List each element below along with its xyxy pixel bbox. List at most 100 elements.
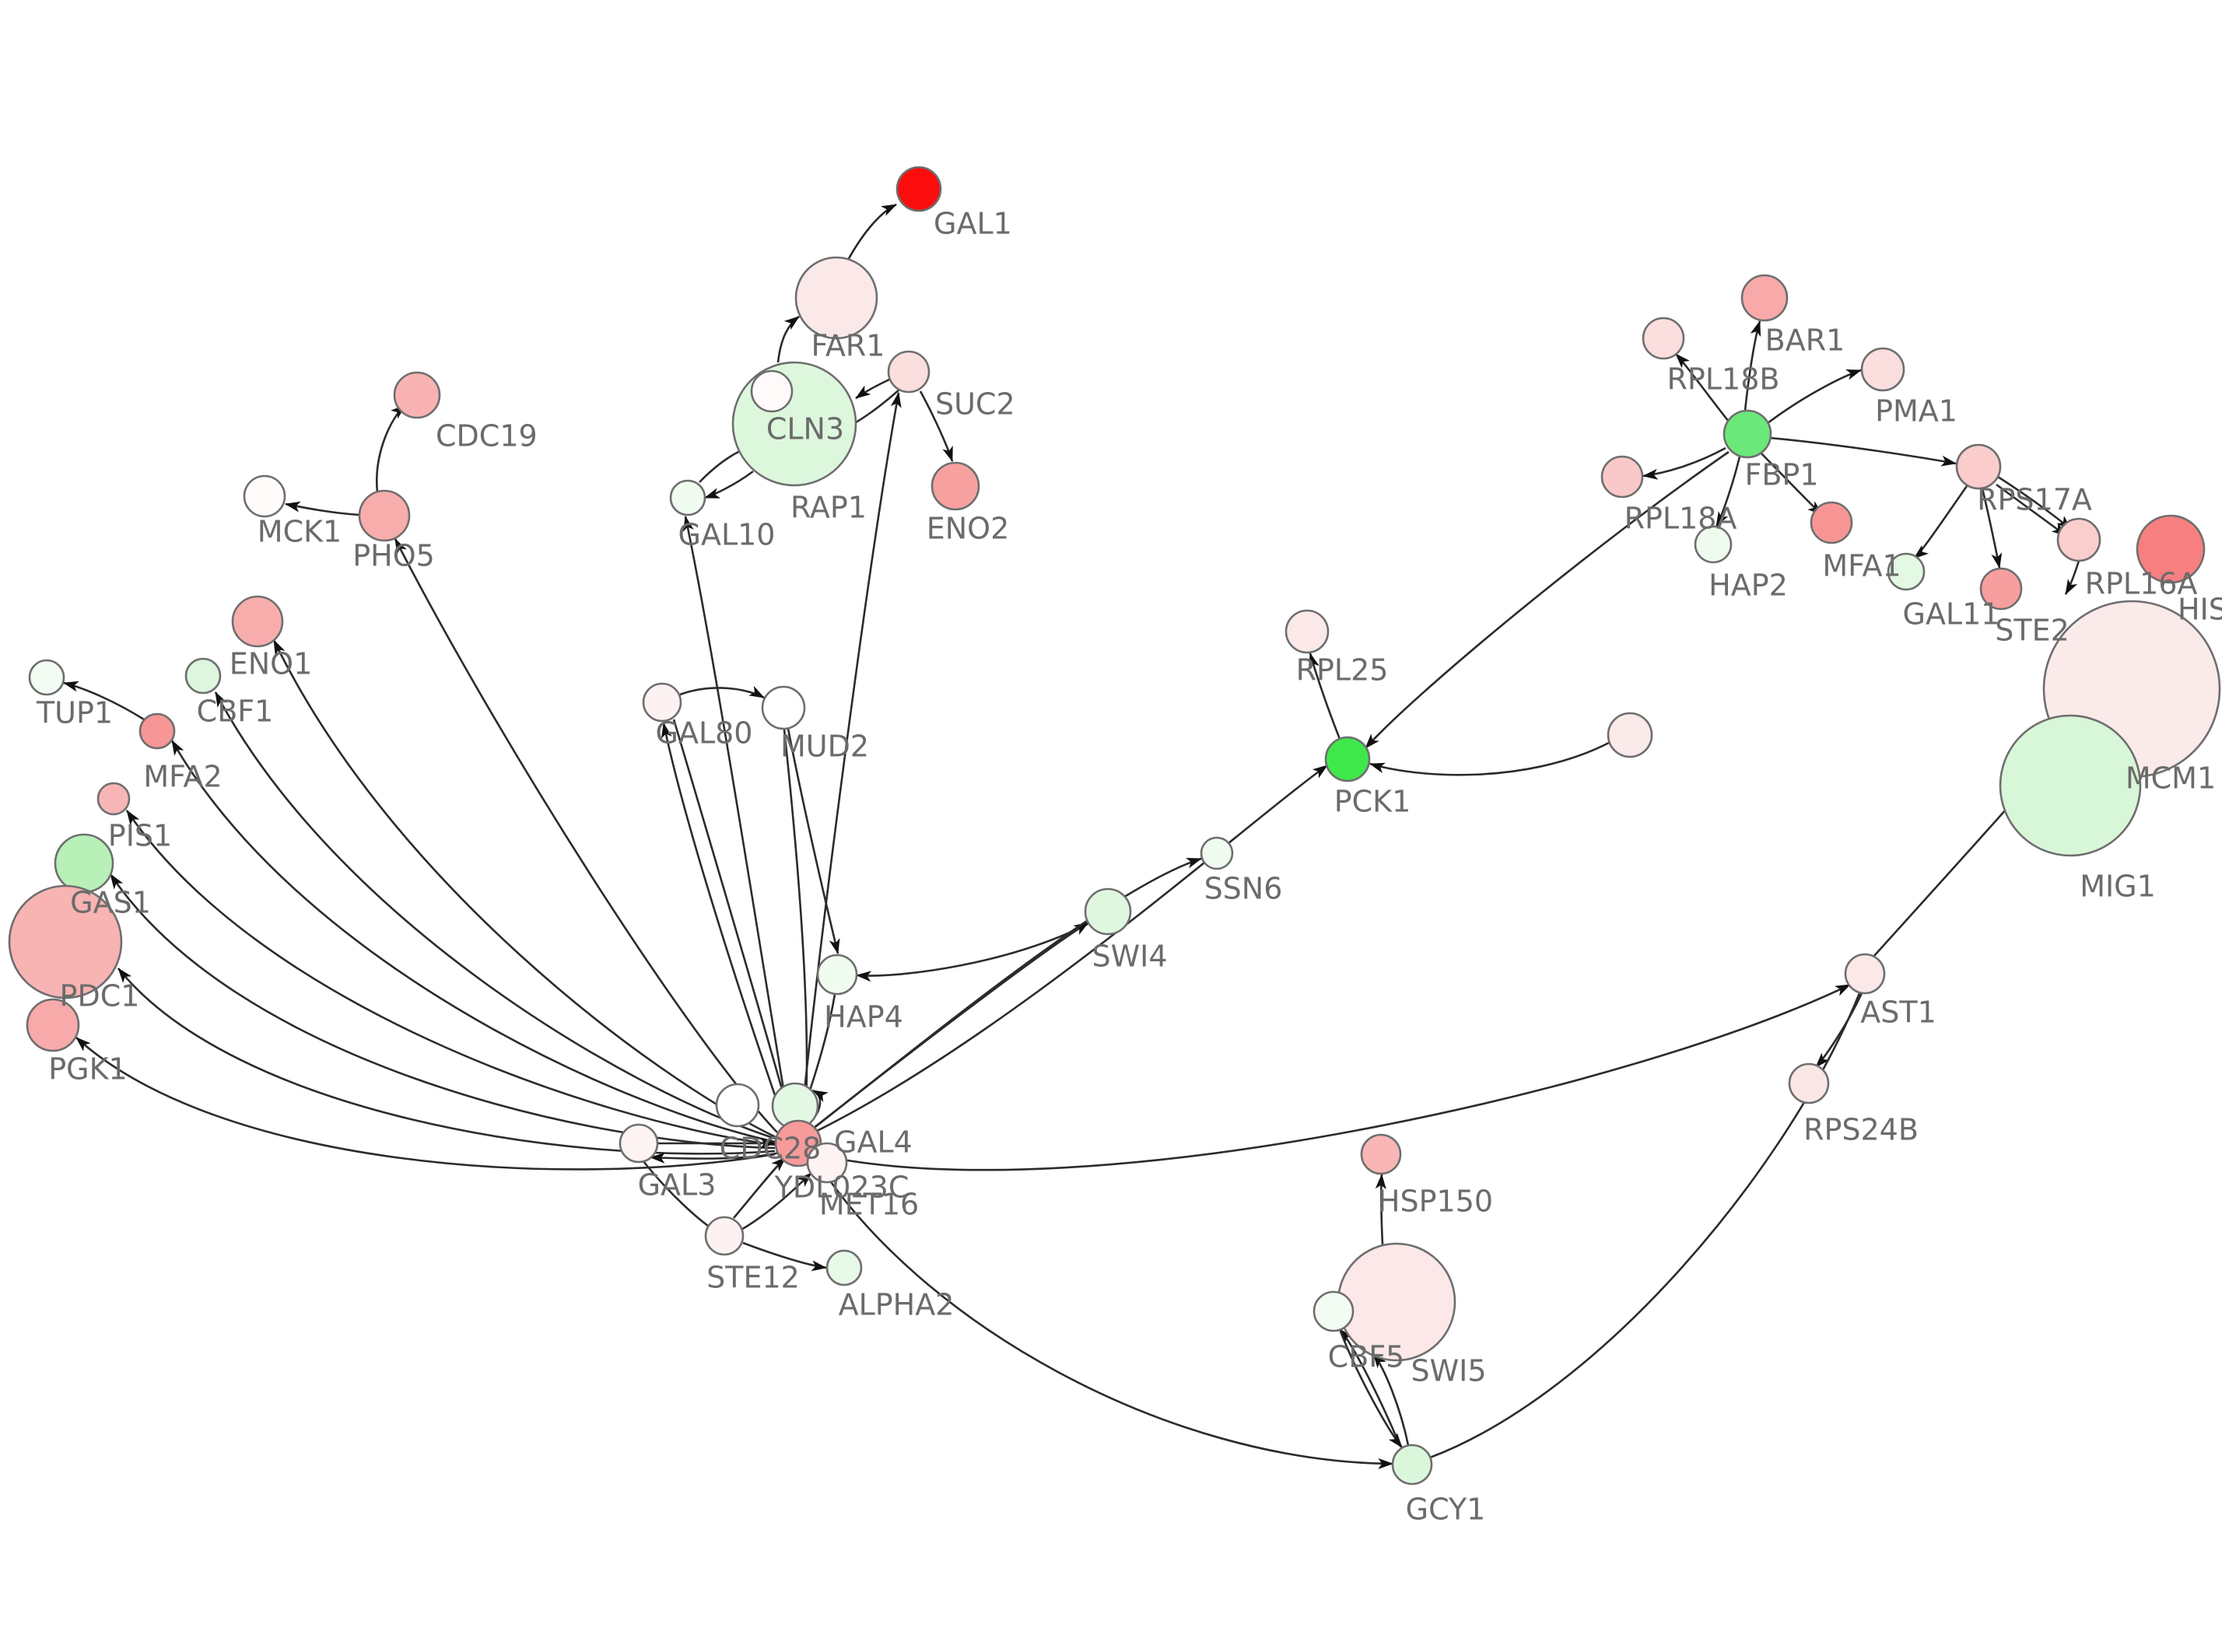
node-hsp150[interactable] [1360,1133,1402,1175]
node-label-rps17a: RPS17A [1977,483,2092,517]
node-pma1[interactable] [1860,347,1905,392]
node-unlabeled-38[interactable] [1607,712,1653,758]
node-mfa1[interactable] [1810,501,1853,544]
edge-PCK1-to-RPL25 [1309,652,1341,740]
node-label-pgk1: PGK1 [48,1052,127,1087]
edge-AST1-to-RPS24B [1815,992,1863,1068]
node-cbf5[interactable] [1313,1290,1355,1332]
node-label-rpl18b: RPL18B [1667,362,1780,397]
edge-FBP1-to-HAP2 [1715,456,1741,527]
node-label-gal1: GAL1 [934,207,1012,241]
node-label-eno2: ENO2 [927,512,1010,546]
edge-RPL16A-to-MCM1 [2064,560,2080,595]
edge-GAL4-to-PIS1 [125,810,776,1146]
node-label-gal3: GAL3 [638,1168,717,1202]
node-gal80[interactable] [642,682,682,723]
node-label-gal80: GAL80 [656,716,753,751]
edge-GAL4-to-GAS1 [109,873,776,1150]
node-mck1[interactable] [243,474,286,518]
node-eno1[interactable] [231,595,284,648]
labels-layer: GAL1 FAR1 SUC2 CLN3 RAP1 ENO2 GAL10 CDC19 MCK1 PH… [36,207,2222,1527]
node-ssn6[interactable] [1200,836,1234,870]
node-label-cdc28: CDC28 [720,1132,822,1166]
node-ste2[interactable] [1979,567,2023,611]
edge-SUC2-to-ENO2 [919,390,954,462]
edge-GCY1-to-SWI5 [1372,1353,1410,1446]
node-gas1[interactable] [54,833,114,894]
node-label-hap2: HAP2 [1709,569,1788,603]
node-rpl25[interactable] [1284,609,1330,654]
node-label-mud2: MUD2 [780,730,869,764]
edge-GAL4-to-SUC2 [800,391,902,1121]
node-label-mfa1: MFA1 [1822,549,1901,583]
node-label-rps24b: RPS24B [1803,1113,1919,1147]
node-swi4[interactable] [1084,887,1132,936]
node-pck1[interactable] [1324,736,1371,782]
node-label-tup1: TUP1 [36,696,113,730]
node-gal11[interactable] [1887,552,1926,591]
node-label-cln3: CLN3 [766,412,844,446]
node-rps24b[interactable] [1788,1062,1830,1104]
node-label-met16: MET16 [819,1188,919,1222]
edge-UNLABELED_1-to-PCK1 [1369,741,1610,776]
edge-FAR1-to-GAL1 [846,203,897,262]
node-label-his4: HIS4 [2178,593,2222,627]
node-tup1[interactable] [28,659,65,696]
edge-STE12-to-GAL4 [733,1157,787,1219]
node-mig1[interactable] [1999,714,2142,857]
node-hap2[interactable] [1694,525,1733,564]
node-label-cdc19: CDC19 [436,419,538,453]
node-bar1[interactable] [1740,274,1789,322]
node-ydl023c[interactable] [806,1142,848,1184]
node-rpl18b[interactable] [1642,317,1685,360]
edge-GAL4-to-GAL10 [682,515,790,1122]
node-label-mck1: MCK1 [258,515,342,549]
node-rpl18a[interactable] [1600,455,1644,499]
node-his4[interactable] [2136,514,2206,584]
node-gal3[interactable] [619,1123,659,1164]
node-eno2[interactable] [931,461,980,511]
node-fbp1[interactable] [1723,409,1772,459]
edge-GAL4-to-PHO5 [394,538,778,1133]
edge-FBP1-to-BAR1 [1744,320,1761,411]
node-label-hsp150: HSP150 [1378,1185,1493,1219]
node-label-mfa2: MFA2 [143,760,222,794]
edge-FBP1-to-RPL18A [1642,446,1726,480]
node-label-ssn6: SSN6 [1204,872,1283,906]
node-alpha2[interactable] [825,1249,863,1286]
node-far1[interactable] [794,256,878,340]
node-label-swi4: SWI4 [1092,940,1167,974]
node-rpl16a[interactable] [2056,517,2101,562]
node-rps17a[interactable] [1955,443,2002,490]
node-ste12[interactable] [704,1216,745,1256]
node-hap4[interactable] [816,954,858,996]
edge-CBF5-to-GCY1 [1338,1328,1404,1448]
node-label-hap4: HAP4 [824,1000,903,1034]
node-mfa2[interactable] [138,712,176,750]
node-label-mig1: MIG1 [2080,870,2156,904]
edge-SWI5-to-HSP150 [1375,1173,1386,1245]
node-mud2[interactable] [761,685,806,730]
node-gal10[interactable] [669,479,706,516]
node-cdc19[interactable] [393,371,441,419]
node-pis1[interactable] [96,782,131,816]
edge-STE12-to-YDL023C [739,1172,812,1232]
edge-GAL80-to-MUD2 [679,685,765,699]
node-suc2[interactable] [887,350,931,394]
node-label-cbf1: CBF1 [197,695,274,729]
edge-GAL4-to-PGK1 [75,1037,776,1171]
node-pdc1[interactable] [8,884,123,999]
node-cdc28[interactable] [715,1083,760,1128]
node-pgk1[interactable] [26,998,80,1052]
node-rap1[interactable] [750,369,794,413]
node-pho5[interactable] [358,489,411,542]
node-gal1[interactable] [895,166,942,212]
node-cbf1[interactable] [184,657,222,695]
edge-GAL4-to-GCY1 [814,1158,1394,1469]
node-label-eno1: ENO1 [230,647,313,681]
node-gcy1[interactable] [1391,1444,1433,1486]
node-ast1[interactable] [1844,953,1886,995]
